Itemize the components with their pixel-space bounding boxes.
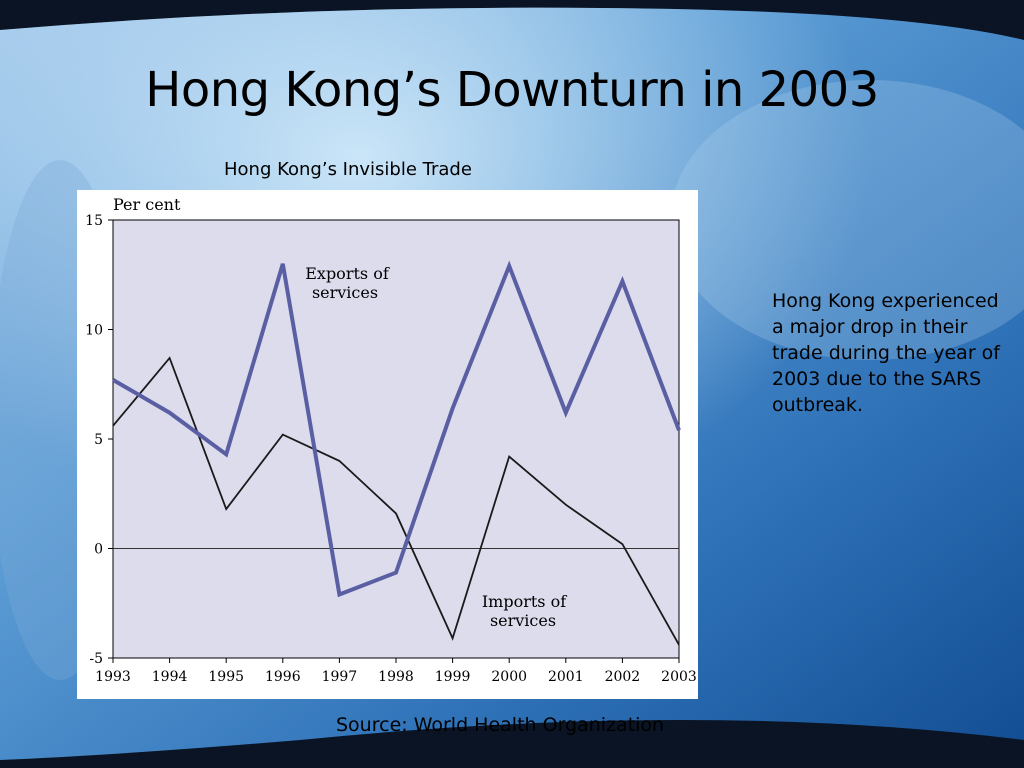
exports-series-label: Exports of <box>305 264 390 283</box>
y-tick-label: 5 <box>94 432 103 448</box>
y-axis-label: Per cent <box>113 195 181 214</box>
plot-area <box>112 219 680 659</box>
x-tick-label: 1994 <box>152 669 188 685</box>
y-tick-label: 10 <box>85 323 103 339</box>
x-tick-label: 2000 <box>491 669 527 685</box>
source-note: Source: World Health Organization <box>336 714 665 736</box>
series-layer <box>111 260 681 646</box>
y-tick-label: 0 <box>94 542 103 558</box>
x-axis: 1993 1994 1995 1996 1997 1998 1999 2000 2001 2002… <box>95 658 697 685</box>
side-note: Hong Kong experienced a major drop in th… <box>772 290 1000 416</box>
x-tick-label: 2003 <box>661 669 697 685</box>
x-tick-label: 1997 <box>322 669 358 685</box>
chart-caption: Hong Kong’s Invisible Trade <box>224 159 472 180</box>
x-tick-label: 1995 <box>208 669 244 685</box>
imports-series-label: Imports of <box>482 592 567 611</box>
exports-series-label: services <box>312 283 378 302</box>
x-tick-label: 1998 <box>378 669 414 685</box>
x-tick-label: 2002 <box>605 669 641 685</box>
y-axis: 15 10 5 0 -5 <box>85 213 113 667</box>
x-tick-label: 2001 <box>548 669 584 685</box>
y-tick-label: -5 <box>89 651 103 667</box>
x-tick-label: 1999 <box>435 669 471 685</box>
slide-title: Hong Kong’s Downturn in 2003 <box>145 62 879 118</box>
y-tick-label: 15 <box>85 213 103 229</box>
x-tick-label: 1996 <box>265 669 301 685</box>
chart-panel: Per cent 15 10 5 0 -5 1993 1994 1995 1996 1997 19… <box>77 190 698 699</box>
imports-series-label: services <box>490 611 556 630</box>
x-tick-label: 1993 <box>95 669 131 685</box>
